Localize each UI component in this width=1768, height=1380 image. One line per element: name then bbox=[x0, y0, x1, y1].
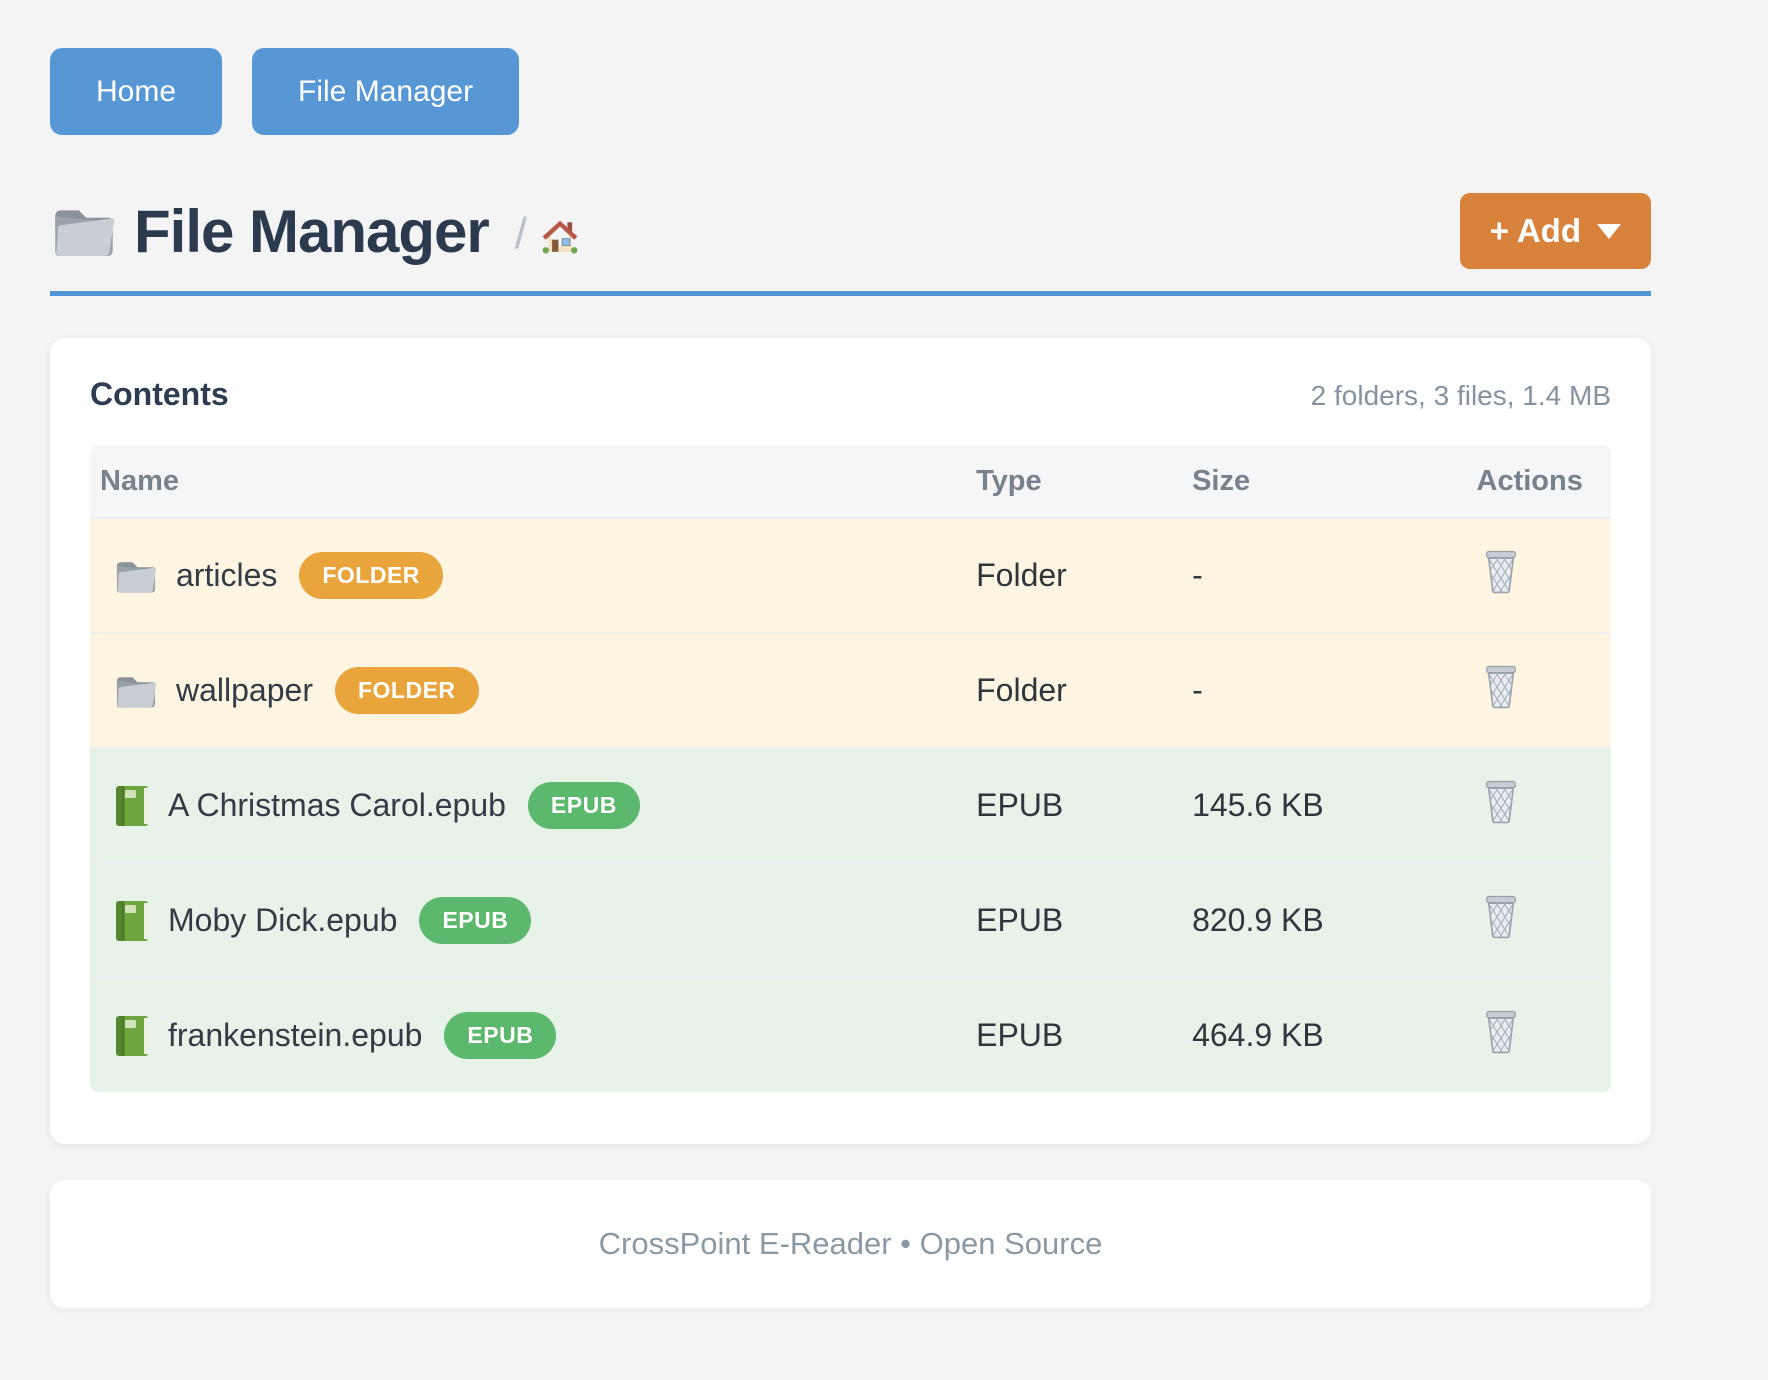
footer: CrossPoint E-Reader • Open Source bbox=[50, 1180, 1651, 1308]
column-header-type: Type bbox=[966, 445, 1183, 518]
add-button[interactable]: + Add bbox=[1459, 193, 1651, 269]
footer-text: CrossPoint E-Reader • Open Source bbox=[598, 1226, 1103, 1261]
trash-icon bbox=[1483, 665, 1519, 709]
top-nav: Home File Manager bbox=[50, 0, 1651, 135]
file-type-badge: EPUB bbox=[419, 897, 532, 944]
contents-title: Contents bbox=[90, 376, 229, 412]
trash-icon bbox=[1483, 895, 1519, 939]
file-name-link[interactable]: A Christmas Carol.epub bbox=[168, 787, 506, 823]
file-size-cell: 820.9 KB bbox=[1182, 862, 1467, 978]
home-breadcrumb-icon[interactable] bbox=[541, 218, 579, 254]
file-type-badge: FOLDER bbox=[334, 667, 479, 714]
delete-button[interactable] bbox=[1483, 665, 1519, 709]
file-name-link[interactable]: wallpaper bbox=[176, 672, 313, 708]
folder-icon bbox=[114, 672, 158, 710]
file-size-cell: 145.6 KB bbox=[1182, 747, 1467, 863]
table-row: A Christmas Carol.epub EPUB EPUB 145.6 K… bbox=[90, 747, 1611, 863]
caret-down-icon bbox=[1597, 223, 1621, 239]
delete-button[interactable] bbox=[1483, 550, 1519, 594]
trash-icon bbox=[1483, 780, 1519, 824]
column-header-actions: Actions bbox=[1466, 445, 1611, 518]
trash-icon bbox=[1483, 1010, 1519, 1054]
delete-button[interactable] bbox=[1483, 895, 1519, 939]
table-row: articles FOLDER Folder - bbox=[90, 517, 1611, 633]
file-name-link[interactable]: articles bbox=[176, 557, 278, 593]
table-row: wallpaper FOLDER Folder - bbox=[90, 632, 1611, 748]
table-header-row: Name Type Size Actions bbox=[90, 445, 1611, 518]
column-header-name: Name bbox=[90, 445, 967, 518]
contents-summary: 2 folders, 3 files, 1.4 MB bbox=[1310, 380, 1611, 411]
page-container: Home File Manager File Manager / + Add C… bbox=[50, 0, 1651, 1308]
file-table-body: articles FOLDER Folder - wallpaper bbox=[90, 517, 1611, 1092]
file-size-cell: 464.9 KB bbox=[1182, 977, 1467, 1092]
file-table: Name Type Size Actions articles FOLDER bbox=[90, 445, 1611, 1092]
page-title: File Manager bbox=[134, 197, 490, 265]
book-icon bbox=[114, 900, 150, 942]
page-header: File Manager / + Add bbox=[50, 193, 1651, 269]
file-type-cell: EPUB bbox=[966, 977, 1183, 1092]
file-type-badge: EPUB bbox=[444, 1012, 557, 1059]
file-type-cell: Folder bbox=[966, 632, 1183, 748]
folder-title-icon bbox=[50, 203, 118, 259]
contents-card: Contents 2 folders, 3 files, 1.4 MB Name… bbox=[50, 338, 1651, 1144]
nav-home-button[interactable]: Home bbox=[50, 48, 223, 135]
file-table-wrap: Name Type Size Actions articles FOLDER bbox=[90, 445, 1611, 1092]
file-type-cell: EPUB bbox=[966, 747, 1183, 863]
delete-button[interactable] bbox=[1483, 780, 1519, 824]
header-divider bbox=[50, 291, 1651, 296]
book-icon bbox=[114, 1015, 150, 1057]
file-size-cell: - bbox=[1182, 632, 1467, 748]
file-size-cell: - bbox=[1182, 517, 1467, 633]
file-name-link[interactable]: frankenstein.epub bbox=[168, 1017, 423, 1053]
trash-icon bbox=[1483, 550, 1519, 594]
file-name-link[interactable]: Moby Dick.epub bbox=[168, 902, 398, 938]
table-row: frankenstein.epub EPUB EPUB 464.9 KB bbox=[90, 977, 1611, 1092]
add-button-label: + Add bbox=[1489, 212, 1581, 249]
column-header-size: Size bbox=[1182, 445, 1467, 518]
table-row: Moby Dick.epub EPUB EPUB 820.9 KB bbox=[90, 862, 1611, 978]
file-type-badge: EPUB bbox=[527, 782, 640, 829]
file-type-badge: FOLDER bbox=[299, 552, 443, 599]
file-type-cell: EPUB bbox=[966, 862, 1183, 978]
delete-button[interactable] bbox=[1483, 1010, 1519, 1054]
book-icon bbox=[114, 785, 150, 827]
file-type-cell: Folder bbox=[966, 517, 1183, 633]
folder-icon bbox=[114, 557, 158, 595]
nav-file-manager-button[interactable]: File Manager bbox=[252, 48, 520, 135]
breadcrumb-separator: / bbox=[514, 209, 528, 258]
